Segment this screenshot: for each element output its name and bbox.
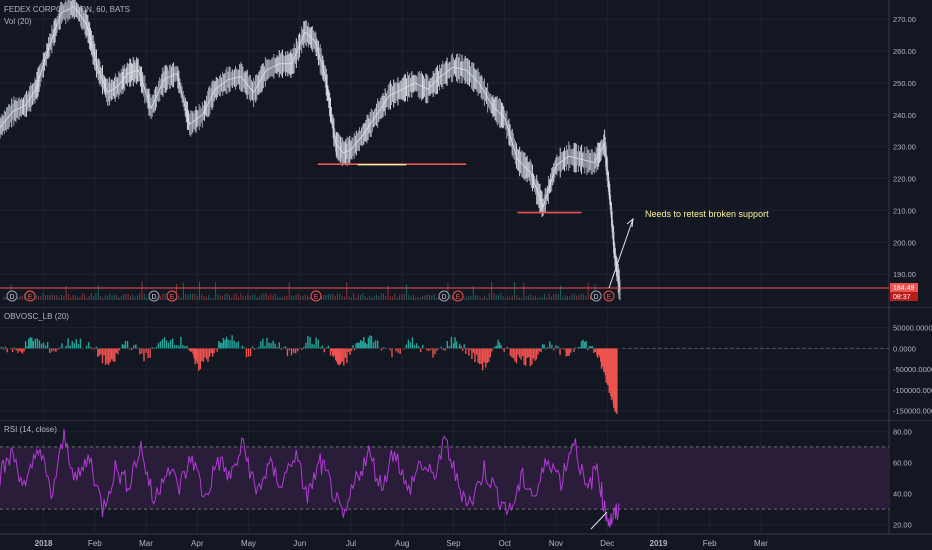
last-price-badge: [890, 283, 918, 292]
time-tick-label: Apr: [191, 539, 204, 548]
countdown-text: 08:37: [893, 294, 911, 301]
axis-tick-label: 60.00: [893, 458, 912, 467]
time-tick-label: Sep: [446, 539, 461, 548]
event-marker-label: D: [441, 294, 446, 301]
axis-tick-label: 230.00: [893, 143, 916, 152]
event-marker-e[interactable]: [24, 290, 36, 302]
price-badges: 184.49 08:37: [890, 283, 918, 301]
rsi-label: RSI (14, close): [4, 425, 57, 434]
axis-tick-label: -150000.0000: [893, 407, 932, 416]
event-marker-d[interactable]: [6, 290, 18, 302]
axis-tick-label: 200.00: [893, 238, 916, 247]
rsi-divergence-line: [590, 511, 608, 530]
obv-pane: [0, 335, 889, 414]
axis-tick-label: 210.00: [893, 206, 916, 215]
annotation: [608, 217, 634, 289]
annotation-arrowhead: [626, 217, 634, 228]
rsi-line: [0, 428, 620, 528]
time-tick-label: Feb: [703, 539, 717, 548]
time-tick-label: Aug: [395, 539, 409, 548]
axis-tick-label: 50000.0000: [893, 324, 932, 333]
price-axis: 190.00 200.00 210.00 220.00 230.00 240.00 250.…: [893, 15, 932, 530]
event-marker-label: D: [9, 294, 14, 301]
symbol-title: FEDEX CORPORATION, 60, BATS: [4, 5, 130, 14]
axis-tick-label: 190.00: [893, 270, 916, 279]
axis-tick-label: 40.00: [893, 490, 912, 499]
time-tick-label: Mar: [139, 539, 153, 548]
time-axis: 2018 Feb Mar Apr May Jun Jul Aug Sep Oct Nov Dec 201…: [35, 539, 768, 548]
time-tick-label: Jul: [346, 539, 356, 548]
obv-label: OBVOSC_LB (20): [4, 312, 69, 321]
rsi-band: [0, 446, 889, 510]
event-marker-label: E: [607, 294, 612, 301]
annotation-arrow: [608, 218, 634, 289]
event-marker-label: E: [28, 294, 33, 301]
event-marker-label: E: [170, 294, 175, 301]
axis-tick-label: 220.00: [893, 175, 916, 184]
axis-tick-label: 0.0000: [893, 344, 916, 353]
annotation-text: Needs to retest broken support: [645, 209, 769, 219]
axis-tick-label: 240.00: [893, 111, 916, 120]
time-tick-label: Feb: [88, 539, 102, 548]
price-pane: [0, 0, 889, 301]
event-marker-d[interactable]: [590, 290, 602, 302]
time-tick-label: Oct: [498, 539, 511, 548]
axis-tick-label: -100000.0000: [893, 386, 932, 395]
axis-tick-label: 20.00: [893, 521, 912, 530]
event-marker-e[interactable]: [310, 290, 322, 302]
event-marker-d[interactable]: [148, 290, 160, 302]
event-marker-e[interactable]: [603, 290, 615, 302]
event-marker-d[interactable]: [438, 290, 450, 302]
countdown-badge: [890, 292, 918, 301]
event-marker-label: E: [456, 294, 461, 301]
price-line: [0, 5, 621, 291]
event-marker-label: E: [314, 294, 319, 301]
event-marker-e[interactable]: [452, 290, 464, 302]
time-tick-label: Mar: [754, 539, 768, 548]
event-marker-e[interactable]: [166, 290, 178, 302]
axis-tick-label: 250.00: [893, 79, 916, 88]
time-tick-label: Dec: [600, 539, 614, 548]
event-marker-label: D: [151, 294, 156, 301]
last-price-text: 184.49: [893, 285, 915, 292]
rsi-pane: [0, 428, 889, 530]
axis-tick-label: 80.00: [893, 427, 912, 436]
time-tick-label: Nov: [549, 539, 563, 548]
time-tick-label: 2018: [35, 539, 53, 548]
event-marker-label: D: [593, 294, 598, 301]
axis-tick-label: -50000.0000: [893, 365, 932, 374]
axis-tick-label: 260.00: [893, 47, 916, 56]
time-tick-label: May: [241, 539, 256, 548]
axis-tick-label: 270.00: [893, 15, 916, 24]
time-tick-label: Jun: [293, 539, 306, 548]
volume-label: Vol (20): [4, 17, 32, 26]
time-tick-label: 2019: [650, 539, 668, 548]
